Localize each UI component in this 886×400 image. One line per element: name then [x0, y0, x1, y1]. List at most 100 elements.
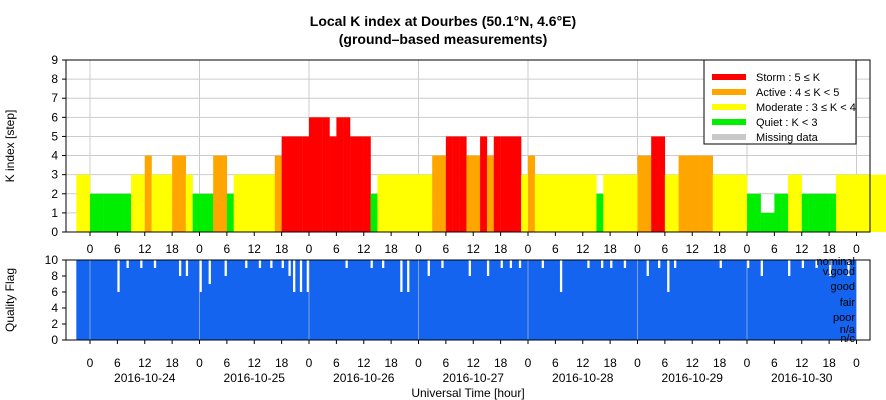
k-y-tick-label: 1 — [51, 206, 58, 220]
quality-level-label: fair — [840, 297, 856, 309]
k-bar — [76, 174, 84, 232]
k-x-tick-label: 18 — [713, 242, 727, 256]
quality-dip — [126, 260, 129, 268]
quality-x-tick-label: 18 — [822, 356, 836, 370]
k-bar — [829, 193, 837, 232]
k-bar — [521, 174, 529, 232]
k-bar — [302, 136, 310, 232]
k-x-tick-label: 18 — [275, 242, 289, 256]
quality-dip — [299, 260, 303, 292]
k-y-tick-label: 0 — [51, 225, 58, 239]
k-bar — [507, 136, 515, 232]
quality-x-tick-label: 18 — [603, 356, 617, 370]
quality-plot-frame — [65, 259, 871, 341]
quality-dip — [788, 260, 791, 276]
quality-dip — [199, 260, 202, 292]
quality-x-tick-label: 0 — [634, 356, 641, 370]
k-bar — [815, 193, 823, 232]
k-bar — [281, 136, 289, 232]
k-bar — [480, 136, 488, 232]
quality-x-ticks: 0 6 12 18 0 6 12 18 0 6 12 18 0 6 12 18 0 6 12 18 0 6 12 18 0 6 12… — [87, 340, 860, 370]
k-y-label: K index [step] — [3, 110, 17, 183]
quality-level-label: v.good — [823, 266, 855, 278]
quality-dip — [258, 260, 262, 268]
x-axis-label: Universal Time [hour] — [411, 386, 524, 400]
quality-bars — [76, 260, 857, 340]
k-x-tick-label: 0 — [634, 242, 641, 256]
k-bar — [117, 193, 125, 232]
quality-level-label: poor — [833, 312, 855, 324]
quality-dip — [117, 260, 120, 292]
k-bar — [794, 174, 802, 232]
k-bar — [411, 174, 419, 232]
quality-dip — [153, 260, 157, 268]
k-bar — [199, 193, 207, 232]
quality-dip — [306, 260, 309, 292]
k-bar — [678, 155, 686, 232]
k-bar — [466, 155, 474, 232]
k-bar — [233, 174, 241, 232]
quality-y-tick-label: 2 — [51, 317, 58, 331]
k-bar — [664, 174, 672, 232]
quality-date-label: 2016-10-27 — [443, 371, 505, 385]
k-bar — [356, 136, 364, 232]
k-x-tick-label: 6 — [443, 242, 450, 256]
k-y-tick-label: 4 — [51, 149, 58, 163]
legend: Storm : 5 ≤ K Active : 4 ≤ K < 5 Moderate … — [703, 59, 857, 145]
k-x-tick-label: 6 — [552, 242, 559, 256]
quality-y-tick-label: 6 — [51, 285, 58, 299]
k-bar — [589, 174, 597, 232]
k-bar — [835, 174, 844, 232]
k-bar — [849, 174, 857, 232]
k-bar — [425, 174, 433, 232]
quality-dip — [801, 260, 805, 268]
k-y-ticks: 0 1 2 3 4 5 6 7 8 9 — [51, 53, 66, 239]
quality-x-tick-label: 0 — [196, 356, 203, 370]
k-bar — [877, 174, 885, 232]
k-bar — [445, 136, 453, 232]
k-x-tick-label: 12 — [686, 242, 700, 256]
k-bar — [261, 174, 269, 232]
k-bar — [131, 174, 139, 232]
k-bar — [254, 174, 262, 232]
k-bar — [90, 193, 98, 232]
k-bars — [76, 117, 886, 232]
quality-x-tick-label: 12 — [248, 356, 262, 370]
quality-x-tick-label: 0 — [744, 356, 751, 370]
quality-dip — [178, 260, 182, 276]
k-x-tick-label: 18 — [822, 242, 836, 256]
k-x-tick-label: 6 — [224, 242, 231, 256]
k-bar — [336, 117, 344, 232]
quality-x-tick-label: 12 — [795, 356, 809, 370]
k-x-tick-label: 12 — [576, 242, 590, 256]
quality-x-tick-label: 12 — [576, 356, 590, 370]
k-bar — [534, 174, 542, 232]
k-x-tick-label: 0 — [306, 242, 313, 256]
k-bar — [808, 193, 816, 232]
k-bar — [165, 174, 173, 232]
k-bar — [616, 174, 625, 232]
quality-dip — [719, 260, 722, 268]
quality-x-tick-label: 0 — [415, 356, 422, 370]
k-bar — [500, 136, 508, 232]
quality-dip — [667, 260, 670, 292]
k-bar — [630, 174, 638, 232]
quality-x-tick-label: 6 — [443, 356, 450, 370]
quality-dip — [815, 260, 818, 268]
chart-subtitle: (ground–based measurements) — [339, 31, 548, 47]
k-x-tick-label: 0 — [525, 242, 532, 256]
quality-y-label: Quality Flag — [3, 268, 17, 332]
k-bar — [753, 193, 761, 232]
k-bar — [206, 193, 214, 232]
quality-dip — [400, 260, 403, 292]
quality-dip — [747, 260, 750, 268]
quality-date-label: 2016-10-29 — [662, 371, 724, 385]
legend-entry: Missing data — [756, 132, 819, 144]
k-plot-frame — [65, 59, 871, 233]
k-bar — [247, 174, 255, 232]
k-bar — [671, 174, 679, 232]
quality-dip — [208, 260, 211, 284]
k-bar — [705, 155, 713, 232]
k-bar — [213, 155, 221, 232]
k-x-tick-label: 12 — [467, 242, 481, 256]
